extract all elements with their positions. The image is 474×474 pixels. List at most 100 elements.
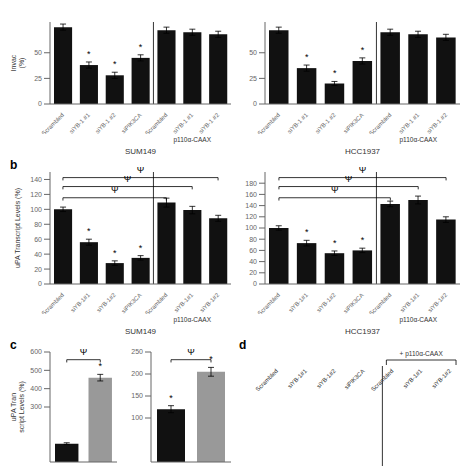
svg-text:50: 50 — [34, 49, 42, 56]
svg-text:120: 120 — [30, 191, 42, 198]
svg-text:250: 250 — [131, 348, 143, 355]
svg-text:Ψ: Ψ — [345, 174, 353, 184]
svg-text:siYB-1#2: siYB-1#2 — [315, 291, 337, 313]
svg-text:Scrambled: Scrambled — [368, 112, 393, 134]
svg-text:p110α-CAAX: p110α-CAAX — [399, 316, 437, 324]
svg-text:Ψ: Ψ — [137, 165, 145, 175]
svg-text:Ψ: Ψ — [111, 185, 119, 195]
svg-text:0: 0 — [38, 100, 42, 107]
svg-text:SUM149: SUM149 — [125, 147, 157, 156]
svg-text:Scrambled: Scrambled — [41, 292, 66, 314]
svg-text:siYB-1#1: siYB-1#1 — [173, 291, 195, 313]
svg-text:150: 150 — [131, 392, 143, 399]
svg-text:Scrambled: Scrambled — [257, 292, 282, 314]
svg-text:*: * — [113, 59, 117, 69]
svg-text:siYB-1#2: siYB-1#2 — [199, 291, 221, 313]
svg-text:Scrambled: Scrambled — [41, 112, 66, 134]
svg-text:60: 60 — [34, 236, 42, 243]
svg-text:siYB-1 #1: siYB-1 #1 — [398, 111, 421, 134]
svg-text:*: * — [169, 393, 173, 403]
svg-text:400: 400 — [30, 385, 42, 392]
svg-text:80: 80 — [34, 221, 42, 228]
svg-text:siPIK3CA: siPIK3CA — [120, 292, 142, 314]
svg-text:Scrambled: Scrambled — [144, 112, 169, 134]
svg-text:siYB-1 #1: siYB-1 #1 — [68, 111, 91, 134]
svg-text:160: 160 — [245, 191, 257, 198]
svg-text:Scrambled: Scrambled — [368, 292, 393, 314]
svg-text:*: * — [139, 42, 143, 52]
svg-text:100: 100 — [245, 224, 257, 231]
svg-text:siYB-1 #2: siYB-1 #2 — [426, 111, 449, 134]
svg-text:Scrambled: Scrambled — [144, 292, 169, 314]
svg-text:Scrambled: Scrambled — [255, 368, 280, 393]
svg-text:Ψ: Ψ — [359, 165, 367, 175]
svg-text:c: c — [10, 338, 17, 352]
svg-text:*: * — [98, 361, 102, 371]
svg-text:*: * — [87, 226, 91, 236]
svg-text:*: * — [113, 248, 117, 258]
svg-text:siYB-1#2: siYB-1#2 — [95, 291, 117, 313]
svg-text:siPIK3CA: siPIK3CA — [343, 368, 365, 390]
svg-text:Invac(%): Invac(%) — [10, 54, 26, 71]
svg-text:HCC1937: HCC1937 — [345, 327, 381, 336]
svg-text:siYB-1#1: siYB-1#1 — [286, 367, 308, 389]
svg-text:0: 0 — [38, 280, 42, 287]
svg-text:Ψ: Ψ — [80, 347, 88, 357]
svg-text:20: 20 — [249, 269, 257, 276]
svg-text:*: * — [361, 45, 365, 55]
svg-text:40: 40 — [34, 251, 42, 258]
svg-text:SUM149: SUM149 — [125, 327, 157, 336]
svg-text:25: 25 — [249, 75, 257, 82]
svg-text:Ψ: Ψ — [124, 174, 132, 184]
svg-text:uPA Transcript Levels (%): uPA Transcript Levels (%) — [14, 188, 22, 268]
svg-text:siYB-1 #1: siYB-1 #1 — [286, 111, 309, 134]
svg-text:*: * — [333, 68, 337, 78]
svg-text:p110α-CAAX: p110α-CAAX — [173, 316, 211, 324]
svg-text:siYB-1#2: siYB-1#2 — [315, 367, 337, 389]
svg-text:siPIK3CA: siPIK3CA — [120, 112, 142, 134]
svg-text:140: 140 — [245, 202, 257, 209]
svg-text:p110α-CAAX: p110α-CAAX — [173, 136, 211, 144]
svg-text:siYB-1#2: siYB-1#2 — [427, 291, 449, 313]
svg-text:siYB-1#1: siYB-1#1 — [70, 291, 92, 313]
svg-text:Ψ: Ψ — [187, 347, 195, 357]
svg-text:*: * — [209, 354, 213, 364]
svg-text:Scrambled: Scrambled — [257, 112, 282, 134]
svg-text:*: * — [87, 49, 91, 59]
svg-text:Scrambled: Scrambled — [370, 368, 395, 393]
svg-text:20: 20 — [34, 266, 42, 273]
svg-text:50: 50 — [249, 49, 257, 56]
svg-text:siYB-1 #2: siYB-1 #2 — [198, 111, 221, 134]
svg-text:siPIK3CA: siPIK3CA — [342, 292, 364, 314]
svg-text:0: 0 — [253, 280, 257, 287]
svg-text:40: 40 — [249, 258, 257, 265]
svg-text:25: 25 — [34, 75, 42, 82]
svg-text:80: 80 — [249, 236, 257, 243]
svg-text:600: 600 — [30, 348, 42, 355]
svg-text:siPIK3CA: siPIK3CA — [342, 112, 364, 134]
svg-text:120: 120 — [245, 213, 257, 220]
svg-text:180: 180 — [245, 180, 257, 187]
svg-text:*: * — [305, 227, 309, 237]
svg-text:*: * — [305, 52, 309, 62]
svg-text:*: * — [333, 238, 337, 248]
svg-text:0: 0 — [253, 100, 257, 107]
svg-text:500: 500 — [30, 367, 42, 374]
svg-text:siYB-1 #2: siYB-1 #2 — [314, 111, 337, 134]
svg-text:uPA Transcript Levels (%): uPA Transcript Levels (%) — [10, 381, 26, 433]
svg-text:60: 60 — [249, 247, 257, 254]
svg-text:siYB-1#1: siYB-1#1 — [402, 367, 424, 389]
svg-text:Ψ: Ψ — [331, 185, 339, 195]
svg-text:200: 200 — [131, 370, 143, 377]
svg-text:b: b — [10, 158, 17, 172]
svg-text:100: 100 — [131, 414, 143, 421]
svg-text:100: 100 — [30, 206, 42, 213]
svg-text:siYB-1#2: siYB-1#2 — [431, 367, 453, 389]
svg-text:d: d — [239, 338, 246, 352]
svg-text:siYB-1 #1: siYB-1 #1 — [172, 111, 195, 134]
svg-text:140: 140 — [30, 176, 42, 183]
svg-text:*: * — [361, 235, 365, 245]
svg-text:siYB-1#1: siYB-1#1 — [288, 291, 310, 313]
svg-text:300: 300 — [30, 403, 42, 410]
svg-text:siYB-1 #2: siYB-1 #2 — [94, 111, 117, 134]
